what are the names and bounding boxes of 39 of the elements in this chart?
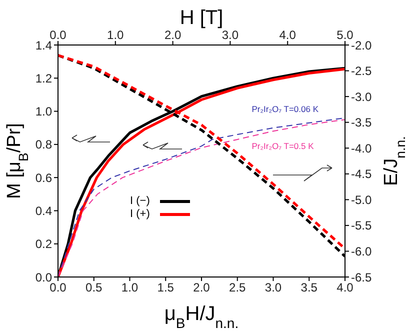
series-label: Pr₂Ir₂O₇ T=0.5 K xyxy=(252,141,314,152)
x2-tick-label: 0.0 xyxy=(50,28,67,42)
y2-tick-label: -4.0 xyxy=(351,141,372,156)
y2-tick-label: -3.5 xyxy=(351,116,372,130)
y-tick-label: 0.0 xyxy=(35,270,52,284)
y-tick-label: 0.2 xyxy=(35,237,52,252)
y-tick-label: 1.0 xyxy=(35,104,52,119)
x-tick-label: 1.5 xyxy=(157,280,174,295)
x-tick-label: 3.5 xyxy=(300,280,318,295)
y-tick-label: 0.8 xyxy=(35,138,52,152)
y2-tick-label: -5.5 xyxy=(351,218,372,233)
y-tick-label: 1.4 xyxy=(35,38,52,52)
y2-tick-label: -2.0 xyxy=(351,38,372,52)
x2-tick-label: 2.0 xyxy=(164,28,182,42)
y-tick-label: 0.4 xyxy=(35,204,52,218)
y2-tick-label: -6.5 xyxy=(351,270,372,284)
legend-label: I (−) xyxy=(130,195,151,208)
x2-tick-label: 5.0 xyxy=(336,28,354,42)
y2-tick-label: -5.0 xyxy=(351,192,372,207)
y2-tick-label: -6.0 xyxy=(351,244,372,258)
x2-tick-label: 1.0 xyxy=(107,28,124,42)
x-tick-label: 1.0 xyxy=(121,280,138,295)
y-tick-label: 1.2 xyxy=(35,71,52,86)
y2-tick-label: -3.0 xyxy=(351,90,372,104)
x-axis-title: μ$_{B}$H/J$_{n.n.}$ xyxy=(164,303,239,331)
y2-tick-label: -4.5 xyxy=(351,167,372,182)
legend-label: I (+) xyxy=(130,208,151,221)
x-tick-label: 2.0 xyxy=(193,280,210,295)
x2-tick-label: 4.0 xyxy=(279,28,296,42)
x-tick-label: 3.0 xyxy=(264,280,282,295)
x2-axis-title: H [T] xyxy=(180,7,224,29)
x-tick-label: 4.0 xyxy=(336,280,354,295)
x-tick-label: 0.0 xyxy=(50,280,67,295)
x-tick-label: 0.5 xyxy=(86,280,103,295)
series-label: Pr₂Ir₂O₇ T=0.06 K xyxy=(252,104,319,114)
y-tick-label: 0.6 xyxy=(35,170,52,185)
x2-tick-label: 3.0 xyxy=(222,28,239,42)
x-tick-label: 2.5 xyxy=(229,280,246,295)
y2-tick-label: -2.5 xyxy=(351,64,372,78)
